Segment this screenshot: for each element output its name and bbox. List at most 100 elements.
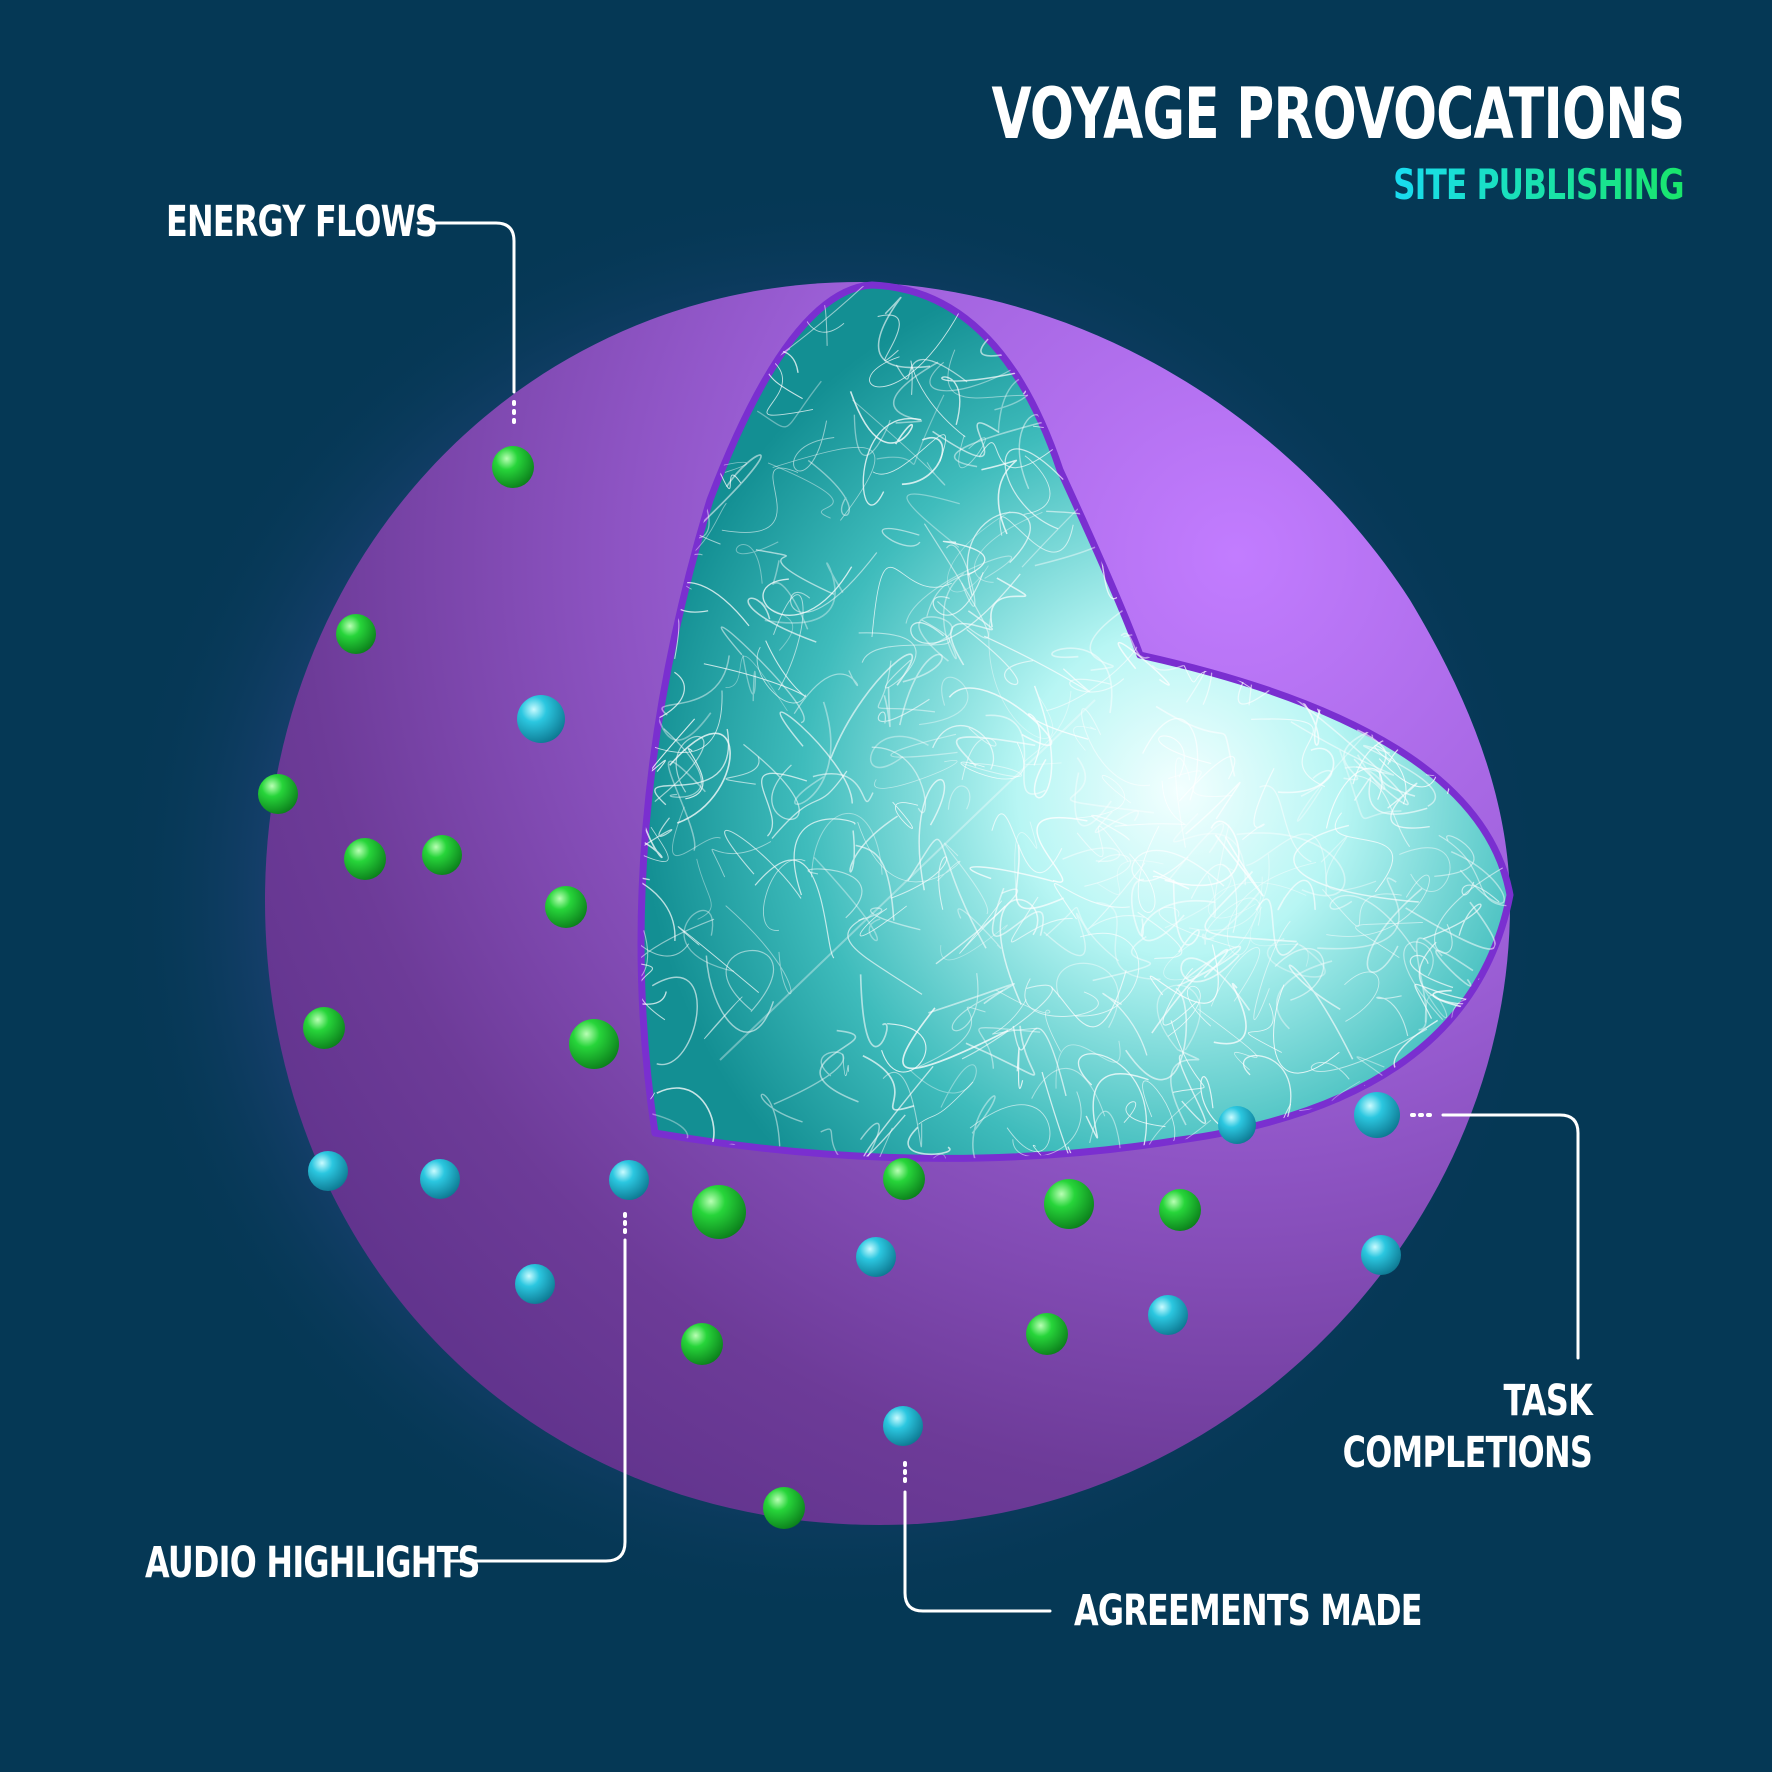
- blue-particle: [517, 695, 565, 743]
- core-fiber: [1074, 932, 1140, 1017]
- core-fiber: [988, 618, 1054, 739]
- core-fiber: [1343, 726, 1381, 781]
- green-particle: [1159, 1189, 1201, 1231]
- core-fiber: [1399, 847, 1451, 892]
- core-fiber: [881, 527, 921, 547]
- core-fiber: [1409, 954, 1454, 989]
- core-fiber: [999, 898, 1039, 1006]
- core-fiber: [1123, 1101, 1166, 1128]
- core-fiber: [1420, 364, 1441, 403]
- core-fiber: [1012, 1025, 1067, 1097]
- core-fiber: [1447, 429, 1492, 528]
- core-fiber: [641, 911, 690, 957]
- core-fiber: [995, 989, 1061, 1052]
- core-fiber: [651, 976, 698, 1066]
- core-fiber: [1485, 396, 1495, 461]
- core-fiber: [1102, 992, 1148, 1056]
- core-fiber: [1036, 816, 1088, 883]
- core-fiber: [928, 982, 1015, 1014]
- core-fiber: [789, 552, 878, 614]
- core-fiber: [696, 858, 712, 920]
- core-fiber: [877, 314, 900, 362]
- core-fiber: [754, 859, 835, 959]
- core-fiber: [961, 727, 997, 781]
- label-energy-flows: ENERGY FLOWS: [166, 197, 438, 247]
- core-fiber: [747, 597, 817, 643]
- core-fiber: [862, 417, 922, 506]
- core-fiber: [1051, 647, 1113, 714]
- core-fiber: [682, 454, 762, 542]
- core-fiber: [794, 701, 832, 806]
- core-fiber: [641, 813, 663, 859]
- core-fiber: [1158, 906, 1236, 948]
- core-fiber: [721, 467, 799, 533]
- blue-particle: [1354, 1092, 1400, 1138]
- core-fiber: [1356, 729, 1416, 797]
- core-fiber: [971, 1095, 996, 1159]
- core-fiber: [882, 1071, 923, 1148]
- core-fiber: [943, 842, 989, 915]
- core-fiber: [1430, 285, 1452, 324]
- page-subtitle: SITE PUBLISHING: [1393, 160, 1684, 209]
- core-fiber: [858, 907, 921, 931]
- core-fiber: [1085, 1073, 1149, 1139]
- core-fiber: [1353, 777, 1428, 815]
- core-fiber: [793, 818, 856, 896]
- core-fiber: [1344, 754, 1386, 791]
- core-fiber: [1152, 870, 1190, 890]
- core-fiber: [1096, 901, 1161, 980]
- core-fiber: [876, 394, 945, 465]
- core-fiber: [1137, 911, 1183, 960]
- label-agreements-made: AGREEMENTS MADE: [1074, 1586, 1423, 1636]
- core-fiber: [857, 821, 961, 883]
- core-fiber: [947, 349, 1028, 399]
- core-fiber: [881, 1023, 927, 1073]
- core-fiber: [1461, 351, 1510, 360]
- core-fiber: [958, 434, 986, 469]
- core-fiber: [1027, 713, 1089, 766]
- core-fiber: [1170, 1020, 1205, 1093]
- core-fiber: [669, 732, 731, 824]
- core-fiber: [849, 1127, 893, 1159]
- core-fiber: [813, 856, 881, 942]
- core-fiber: [877, 698, 930, 724]
- core-fiber: [1242, 1054, 1292, 1154]
- core-fiber: [771, 770, 848, 839]
- core-fiber: [1354, 774, 1411, 848]
- core-fiber: [1218, 285, 1291, 306]
- core-fiber: [1207, 824, 1230, 918]
- core-fiber: [677, 926, 760, 993]
- green-particle: [681, 1323, 723, 1365]
- core-fiber: [1392, 376, 1469, 450]
- core-fiber: [1162, 968, 1198, 1026]
- core-fiber: [1023, 690, 1072, 766]
- core-fiber: [1249, 906, 1309, 967]
- core-fiber: [1461, 881, 1500, 903]
- core-fiber: [1043, 912, 1091, 957]
- core-fiber: [871, 566, 952, 638]
- core-fiber: [641, 826, 669, 862]
- core-fiber: [1338, 749, 1402, 820]
- core-fiber: [969, 866, 1055, 883]
- core-fiber: [1190, 863, 1238, 933]
- core-fiber: [1419, 285, 1468, 333]
- core-fiber: [923, 523, 989, 639]
- core-fiber: [1296, 707, 1392, 822]
- core-fiber: [1421, 985, 1448, 1023]
- core-fiber: [955, 736, 1036, 767]
- core-fiber: [898, 653, 943, 726]
- core-fiber: [954, 418, 1055, 468]
- core-fiber: [1142, 1080, 1176, 1148]
- core-fiber: [1092, 935, 1151, 982]
- label-task-line2: COMPLETIONS: [1342, 1428, 1593, 1478]
- core-fiber: [1288, 964, 1354, 1060]
- core-fiber: [819, 1029, 859, 1103]
- core-fiber: [873, 1153, 947, 1159]
- core-fiber: [1344, 971, 1380, 1022]
- green-particle: [492, 446, 534, 488]
- core-fiber: [849, 391, 913, 445]
- core-fiber: [1227, 861, 1317, 956]
- core-fiber: [853, 414, 891, 457]
- green-particle: [344, 838, 386, 880]
- core-fiber: [883, 686, 891, 728]
